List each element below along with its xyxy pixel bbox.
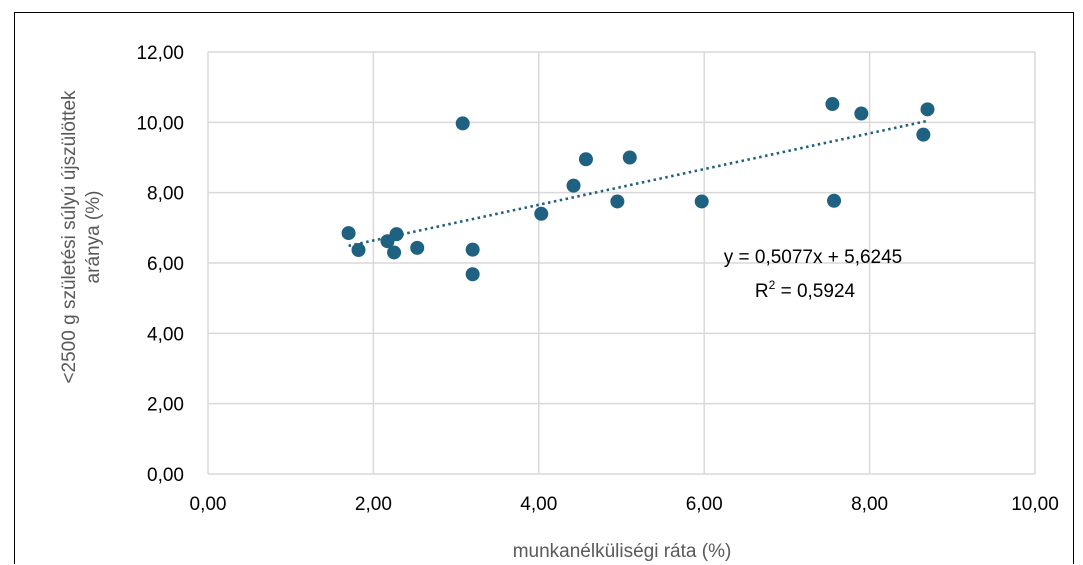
y-axis-title-line1: <2500 g születési súlyú újszülöttek: [59, 90, 80, 384]
y-axis-title: <2500 g születési súlyú újszülöttek arán…: [59, 90, 104, 384]
data-point: [827, 193, 842, 208]
data-point: [694, 194, 709, 209]
trendline: [348, 119, 928, 248]
y-tick-label: 2,00: [147, 395, 184, 416]
data-point: [465, 267, 480, 282]
data-point: [410, 240, 425, 255]
x-tick-label: 8,00: [851, 494, 888, 515]
y-tick-label: 6,00: [147, 254, 184, 275]
data-point: [465, 242, 480, 257]
r-squared-prefix: R: [755, 281, 769, 302]
data-point: [610, 194, 625, 209]
data-point: [854, 106, 869, 121]
y-tick-label: 12,00: [136, 43, 184, 64]
data-point: [566, 178, 581, 193]
r-squared-label: R2 = 0,5924: [755, 278, 856, 302]
y-tick-label: 10,00: [136, 113, 184, 134]
x-tick-label: 4,00: [520, 494, 557, 515]
r-squared-value: = 0,5924: [775, 281, 855, 302]
y-axis-title-line2: aránya (%): [83, 191, 104, 284]
chart-frame: [14, 12, 1074, 564]
y-tick-label: 4,00: [147, 324, 184, 345]
x-tick-label: 2,00: [355, 494, 392, 515]
data-point: [920, 102, 935, 117]
x-tick-label: 10,00: [1011, 494, 1059, 515]
x-axis-tick-labels: 0,00 2,00 4,00 6,00 8,00 10,00: [190, 494, 1059, 515]
data-point: [578, 152, 593, 167]
trendline-equation: y = 0,5077x + 5,6245: [724, 247, 903, 268]
data-point: [341, 226, 356, 241]
data-point: [622, 150, 637, 165]
x-tick-label: 0,00: [190, 494, 227, 515]
data-point: [534, 206, 549, 221]
r-squared-superscript: 2: [769, 278, 776, 292]
trendline-group: [348, 119, 928, 248]
data-point: [387, 245, 402, 260]
x-tick-label: 6,00: [686, 494, 723, 515]
data-point: [389, 227, 404, 242]
data-point: [916, 127, 931, 142]
data-point: [351, 242, 366, 257]
data-points: [341, 97, 935, 282]
data-point: [825, 97, 840, 112]
y-tick-label: 0,00: [147, 465, 184, 486]
y-axis-tick-labels: 0,00 2,00 4,00 6,00 8,00 10,00 12,00: [136, 43, 184, 486]
x-axis-title: munkanélküliségi ráta (%): [513, 541, 732, 562]
data-point: [455, 116, 470, 131]
gridlines: [207, 51, 1036, 475]
y-tick-label: 8,00: [147, 184, 184, 205]
